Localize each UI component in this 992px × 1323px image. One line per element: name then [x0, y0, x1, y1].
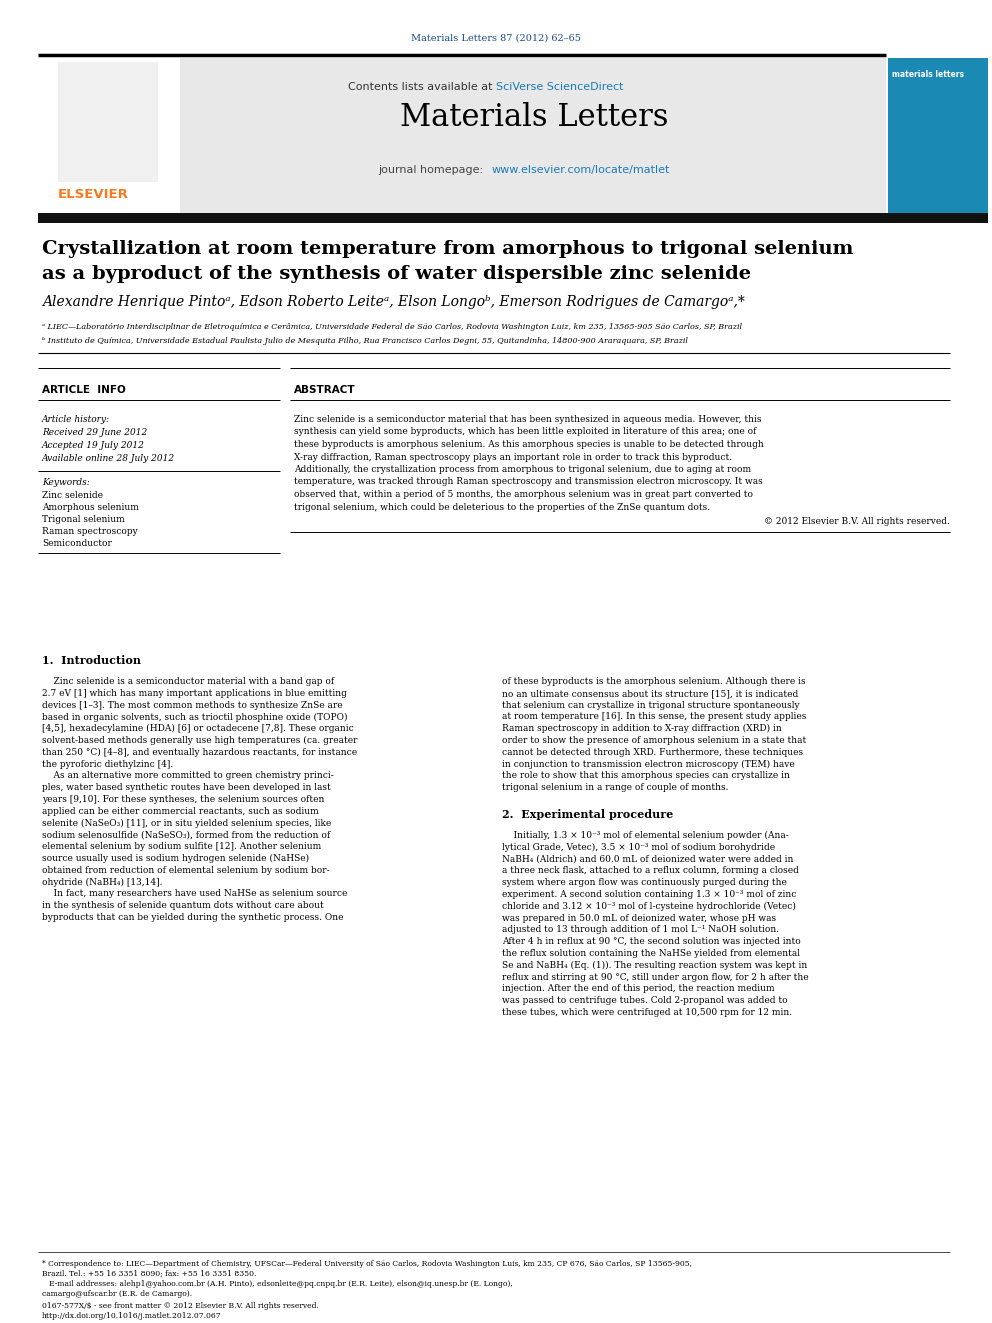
Text: Initially, 1.3 × 10⁻³ mol of elemental selenium powder (Ana-: Initially, 1.3 × 10⁻³ mol of elemental s…	[502, 831, 789, 840]
Bar	[58, 62, 158, 183]
Text: Trigonal selenium: Trigonal selenium	[42, 515, 125, 524]
Text: In fact, many researchers have used NaHSe as selenium source: In fact, many researchers have used NaHS…	[42, 889, 347, 898]
Text: devices [1–3]. The most common methods to synthesize ZnSe are: devices [1–3]. The most common methods t…	[42, 701, 342, 709]
Text: experiment. A second solution containing 1.3 × 10⁻³ mol of zinc: experiment. A second solution containing…	[502, 890, 797, 900]
Text: elemental selenium by sodium sulfite [12]. Another selenium: elemental selenium by sodium sulfite [12…	[42, 843, 321, 851]
Text: Article history:: Article history:	[42, 415, 110, 423]
Text: order to show the presence of amorphous selenium in a state that: order to show the presence of amorphous …	[502, 736, 806, 745]
Text: chloride and 3.12 × 10⁻³ mol of l-cysteine hydrochloride (Vetec): chloride and 3.12 × 10⁻³ mol of l-cystei…	[502, 902, 796, 912]
Bar	[888, 58, 988, 213]
Text: Available online 28 July 2012: Available online 28 July 2012	[42, 454, 176, 463]
Text: Zinc selenide is a semiconductor material with a band gap of: Zinc selenide is a semiconductor materia…	[42, 677, 334, 687]
Text: Semiconductor: Semiconductor	[42, 538, 112, 548]
Text: Raman spectroscopy in addition to X-ray diffraction (XRD) in: Raman spectroscopy in addition to X-ray …	[502, 724, 782, 733]
Text: solvent-based methods generally use high temperatures (ca. greater: solvent-based methods generally use high…	[42, 736, 357, 745]
Text: journal homepage:: journal homepage:	[378, 165, 490, 175]
Text: based in organic solvents, such as trioctil phosphine oxide (TOPO): based in organic solvents, such as trioc…	[42, 712, 347, 721]
Text: observed that, within a period of 5 months, the amorphous selenium was in great : observed that, within a period of 5 mont…	[294, 490, 753, 499]
Text: the pyroforic diethylzinc [4].: the pyroforic diethylzinc [4].	[42, 759, 174, 769]
Text: ᵃ LIEC—Laboratório Interdisciplinar de Eletroquímica e Cerâmica, Universidade Fe: ᵃ LIEC—Laboratório Interdisciplinar de E…	[42, 323, 742, 331]
Text: system where argon flow was continuously purged during the: system where argon flow was continuously…	[502, 878, 787, 888]
Text: materials letters: materials letters	[892, 70, 964, 79]
Bar	[180, 58, 886, 213]
Text: reflux and stirring at 90 °C, still under argon flow, for 2 h after the: reflux and stirring at 90 °C, still unde…	[502, 972, 808, 982]
Text: Crystallization at room temperature from amorphous to trigonal selenium: Crystallization at room temperature from…	[42, 239, 853, 258]
Text: 1.  Introduction: 1. Introduction	[42, 655, 141, 665]
Text: applied can be either commercial reactants, such as sodium: applied can be either commercial reactan…	[42, 807, 318, 816]
Text: these tubes, which were centrifuged at 10,500 rpm for 12 min.: these tubes, which were centrifuged at 1…	[502, 1008, 793, 1017]
Text: selenite (NaSeO₃) [11], or in situ yielded selenium species, like: selenite (NaSeO₃) [11], or in situ yield…	[42, 819, 331, 828]
Bar	[38, 58, 180, 213]
Text: NaBH₄ (Aldrich) and 60.0 mL of deionized water were added in: NaBH₄ (Aldrich) and 60.0 mL of deionized…	[502, 855, 794, 864]
Text: was passed to centrifuge tubes. Cold 2-propanol was added to: was passed to centrifuge tubes. Cold 2-p…	[502, 996, 788, 1005]
Text: Materials Letters: Materials Letters	[400, 102, 669, 134]
Text: sodium selenosulfide (NaSeSO₃), formed from the reduction of: sodium selenosulfide (NaSeSO₃), formed f…	[42, 831, 330, 839]
Text: the role to show that this amorphous species can crystallize in: the role to show that this amorphous spe…	[502, 771, 790, 781]
Text: trigonal selenium in a range of couple of months.: trigonal selenium in a range of couple o…	[502, 783, 728, 792]
Text: synthesis can yield some byproducts, which has been little exploited in literatu: synthesis can yield some byproducts, whi…	[294, 427, 756, 437]
Text: as a byproduct of the synthesis of water dispersible zinc selenide: as a byproduct of the synthesis of water…	[42, 265, 751, 283]
Text: 2.  Experimental procedure: 2. Experimental procedure	[502, 808, 674, 820]
Text: SciVerse ScienceDirect: SciVerse ScienceDirect	[496, 82, 624, 93]
Text: Keywords:: Keywords:	[42, 478, 89, 487]
Text: injection. After the end of this period, the reaction medium: injection. After the end of this period,…	[502, 984, 775, 994]
Text: Contents lists available at: Contents lists available at	[348, 82, 496, 93]
Text: that selenium can crystallize in trigonal structure spontaneously: that selenium can crystallize in trigona…	[502, 701, 800, 709]
Text: years [9,10]. For these syntheses, the selenium sources often: years [9,10]. For these syntheses, the s…	[42, 795, 324, 804]
Text: Amorphous selenium: Amorphous selenium	[42, 503, 139, 512]
Text: obtained from reduction of elemental selenium by sodium bor-: obtained from reduction of elemental sel…	[42, 865, 329, 875]
Text: of these byproducts is the amorphous selenium. Although there is: of these byproducts is the amorphous sel…	[502, 677, 806, 687]
Text: Accepted 19 July 2012: Accepted 19 July 2012	[42, 441, 145, 450]
Text: in conjunction to transmission electron microscopy (TEM) have: in conjunction to transmission electron …	[502, 759, 795, 769]
Text: © 2012 Elsevier B.V. All rights reserved.: © 2012 Elsevier B.V. All rights reserved…	[764, 517, 950, 527]
Text: source usually used is sodium hydrogen selenide (NaHSe): source usually used is sodium hydrogen s…	[42, 855, 310, 863]
Text: camargo@ufscar.br (E.R. de Camargo).: camargo@ufscar.br (E.R. de Camargo).	[42, 1290, 192, 1298]
Text: the reflux solution containing the NaHSe yielded from elemental: the reflux solution containing the NaHSe…	[502, 949, 800, 958]
Text: Brazil. Tel.: +55 16 3351 8090; fax: +55 16 3351 8350.: Brazil. Tel.: +55 16 3351 8090; fax: +55…	[42, 1270, 256, 1278]
Text: ELSEVIER: ELSEVIER	[58, 188, 129, 201]
Text: Alexandre Henrique Pintoᵃ, Edson Roberto Leiteᵃ, Elson Longoᵇ, Emerson Rodrigues: Alexandre Henrique Pintoᵃ, Edson Roberto…	[42, 295, 745, 310]
Text: X-ray diffraction, Raman spectroscopy plays an important role in order to track : X-ray diffraction, Raman spectroscopy pl…	[294, 452, 732, 462]
Text: trigonal selenium, which could be deleterious to the properties of the ZnSe quan: trigonal selenium, which could be delete…	[294, 503, 710, 512]
Text: Se and NaBH₄ (Eq. (1)). The resulting reaction system was kept in: Se and NaBH₄ (Eq. (1)). The resulting re…	[502, 960, 807, 970]
Text: cannot be detected through XRD. Furthermore, these techniques: cannot be detected through XRD. Furtherm…	[502, 747, 804, 757]
Text: 2.7 eV [1] which has many important applications in blue emitting: 2.7 eV [1] which has many important appl…	[42, 689, 347, 697]
Text: Zinc selenide is a semiconductor material that has been synthesized in aqueous m: Zinc selenide is a semiconductor materia…	[294, 415, 762, 423]
Text: temperature, was tracked through Raman spectroscopy and transmission electron mi: temperature, was tracked through Raman s…	[294, 478, 763, 487]
Text: http://dx.doi.org/10.1016/j.matlet.2012.07.067: http://dx.doi.org/10.1016/j.matlet.2012.…	[42, 1312, 221, 1320]
Text: adjusted to 13 through addition of 1 mol L⁻¹ NaOH solution.: adjusted to 13 through addition of 1 mol…	[502, 925, 779, 934]
Text: Zinc selenide: Zinc selenide	[42, 491, 103, 500]
Text: in the synthesis of selenide quantum dots without care about: in the synthesis of selenide quantum dot…	[42, 901, 323, 910]
Text: Received 29 June 2012: Received 29 June 2012	[42, 429, 147, 437]
Text: ARTICLE  INFO: ARTICLE INFO	[42, 385, 126, 396]
Text: ohydride (NaBH₄) [13,14].: ohydride (NaBH₄) [13,14].	[42, 877, 163, 886]
Bar	[38, 213, 988, 224]
Text: byproducts that can be yielded during the synthetic process. One: byproducts that can be yielded during th…	[42, 913, 343, 922]
Text: than 250 °C) [4–8], and eventually hazardous reactants, for instance: than 250 °C) [4–8], and eventually hazar…	[42, 747, 357, 757]
Text: E-mail addresses: alehp1@yahoo.com.br (A.H. Pinto), edsonleite@pq.cnpq.br (E.R. : E-mail addresses: alehp1@yahoo.com.br (A…	[42, 1279, 513, 1289]
Text: As an alternative more committed to green chemistry princi-: As an alternative more committed to gree…	[42, 771, 333, 781]
Text: www.elsevier.com/locate/matlet: www.elsevier.com/locate/matlet	[492, 165, 671, 175]
Text: Raman spectroscopy: Raman spectroscopy	[42, 527, 138, 536]
Text: Materials Letters 87 (2012) 62–65: Materials Letters 87 (2012) 62–65	[411, 33, 581, 42]
Text: at room temperature [16]. In this sense, the present study applies: at room temperature [16]. In this sense,…	[502, 712, 806, 721]
Text: After 4 h in reflux at 90 °C, the second solution was injected into: After 4 h in reflux at 90 °C, the second…	[502, 937, 801, 946]
Text: * Correspondence to: LIEC—Department of Chemistry, UFSCar—Federal University of : * Correspondence to: LIEC—Department of …	[42, 1259, 692, 1267]
Text: Additionally, the crystallization process from amorphous to trigonal selenium, d: Additionally, the crystallization proces…	[294, 464, 751, 474]
Text: 0167-577X/$ - see front matter © 2012 Elsevier B.V. All rights reserved.: 0167-577X/$ - see front matter © 2012 El…	[42, 1302, 318, 1310]
Text: these byproducts is amorphous selenium. As this amorphous species is unable to b: these byproducts is amorphous selenium. …	[294, 441, 764, 448]
Text: a three neck flask, attached to a reflux column, forming a closed: a three neck flask, attached to a reflux…	[502, 867, 799, 876]
Text: lytical Grade, Vetec), 3.5 × 10⁻³ mol of sodium borohydride: lytical Grade, Vetec), 3.5 × 10⁻³ mol of…	[502, 843, 775, 852]
Text: ABSTRACT: ABSTRACT	[294, 385, 355, 396]
Text: was prepared in 50.0 mL of deionized water, whose pH was: was prepared in 50.0 mL of deionized wat…	[502, 914, 776, 922]
Text: no an ultimate consensus about its structure [15], it is indicated: no an ultimate consensus about its struc…	[502, 689, 799, 697]
Text: ᵇ Instituto de Química, Universidade Estadual Paulista Julio de Mesquita Filho, : ᵇ Instituto de Química, Universidade Est…	[42, 337, 687, 345]
Text: ples, water based synthetic routes have been developed in last: ples, water based synthetic routes have …	[42, 783, 330, 792]
Text: [4,5], hexadecylamine (HDA) [6] or octadecene [7,8]. These organic: [4,5], hexadecylamine (HDA) [6] or octad…	[42, 724, 354, 733]
